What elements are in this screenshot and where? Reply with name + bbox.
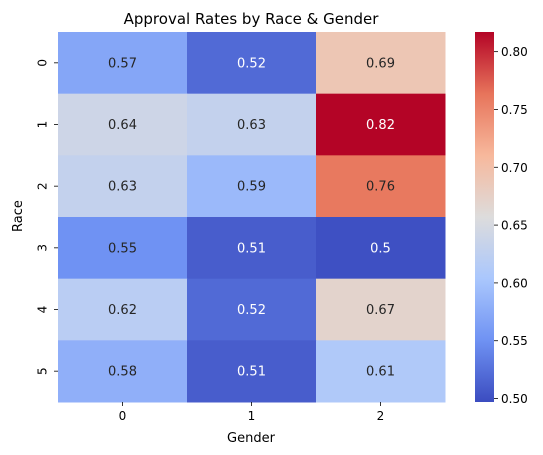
heatmap-cells: 0.57 0.52 0.69 0.64 0.63 0.82 0.63 0.59 0.76 0.55… (58, 32, 446, 403)
colorbar-tick-label: 0.70 (501, 161, 528, 175)
cell-value-label: 0.82 (366, 118, 395, 133)
y-axis-ticks: 0 1 2 3 4 5 (36, 59, 58, 375)
cell-value-label: 0.63 (108, 180, 137, 195)
y-tick-label: 3 (36, 244, 50, 252)
y-axis-label: Race (11, 200, 26, 232)
colorbar-tick-label: 0.80 (501, 45, 528, 59)
heatmap-cell (316, 155, 446, 218)
x-tick-label: 2 (377, 409, 385, 423)
cell-value-label: 0.52 (237, 303, 266, 318)
heatmap-cell (58, 32, 188, 95)
heatmap-cell (58, 155, 188, 218)
cell-value-label: 0.67 (366, 303, 395, 318)
x-tick-label: 1 (248, 409, 256, 423)
y-tick-label: 2 (36, 182, 50, 190)
colorbar-tick-label: 0.50 (501, 392, 528, 406)
heatmap-cell (316, 32, 446, 95)
cell-value-label: 0.5 (370, 241, 391, 256)
heatmap-cell (58, 217, 188, 280)
heatmap-cell (316, 217, 446, 280)
y-tick-label: 1 (36, 121, 50, 129)
heatmap-cell (187, 155, 317, 218)
heatmap-cell (58, 340, 188, 403)
x-axis-label: Gender (227, 431, 276, 446)
cell-value-label: 0.57 (108, 56, 137, 71)
y-tick-label: 5 (36, 367, 50, 375)
heatmap-cell (187, 93, 317, 156)
heatmap-cell (187, 278, 317, 341)
heatmap-cell (316, 278, 446, 341)
heatmap-cell (187, 32, 317, 95)
colorbar-tick-label: 0.75 (501, 103, 528, 117)
colorbar-tick-label: 0.55 (501, 334, 528, 348)
chart-title: Approval Rates by Race & Gender (124, 10, 380, 28)
cell-value-label: 0.52 (237, 56, 266, 71)
cell-value-label: 0.69 (366, 56, 395, 71)
y-tick-label: 4 (36, 306, 50, 314)
cell-value-label: 0.51 (237, 241, 266, 256)
x-tick-label: 0 (119, 409, 127, 423)
cell-value-label: 0.62 (108, 303, 137, 318)
colorbar-tick-label: 0.60 (501, 276, 528, 290)
cell-value-label: 0.51 (237, 365, 266, 380)
y-tick-label: 0 (36, 59, 50, 67)
cell-value-label: 0.64 (108, 118, 137, 133)
cell-value-label: 0.59 (237, 180, 266, 195)
cell-value-label: 0.76 (366, 180, 395, 195)
heatmap-cell (187, 217, 317, 280)
colorbar-ticks: 0.50 0.55 0.60 0.65 0.70 0.75 0.80 (494, 45, 528, 406)
heatmap-cell (316, 340, 446, 403)
heatmap-cell (316, 93, 446, 156)
cell-value-label: 0.63 (237, 118, 266, 133)
cell-value-label: 0.55 (108, 241, 137, 256)
heatmap-cell (58, 93, 188, 156)
cell-value-label: 0.61 (366, 365, 395, 380)
colorbar-tick-label: 0.65 (501, 219, 528, 233)
heatmap-cell (58, 278, 188, 341)
cell-value-label: 0.58 (108, 365, 137, 380)
x-axis-ticks: 0 1 2 (119, 402, 385, 423)
heatmap-cell (187, 340, 317, 403)
colorbar (475, 32, 494, 402)
